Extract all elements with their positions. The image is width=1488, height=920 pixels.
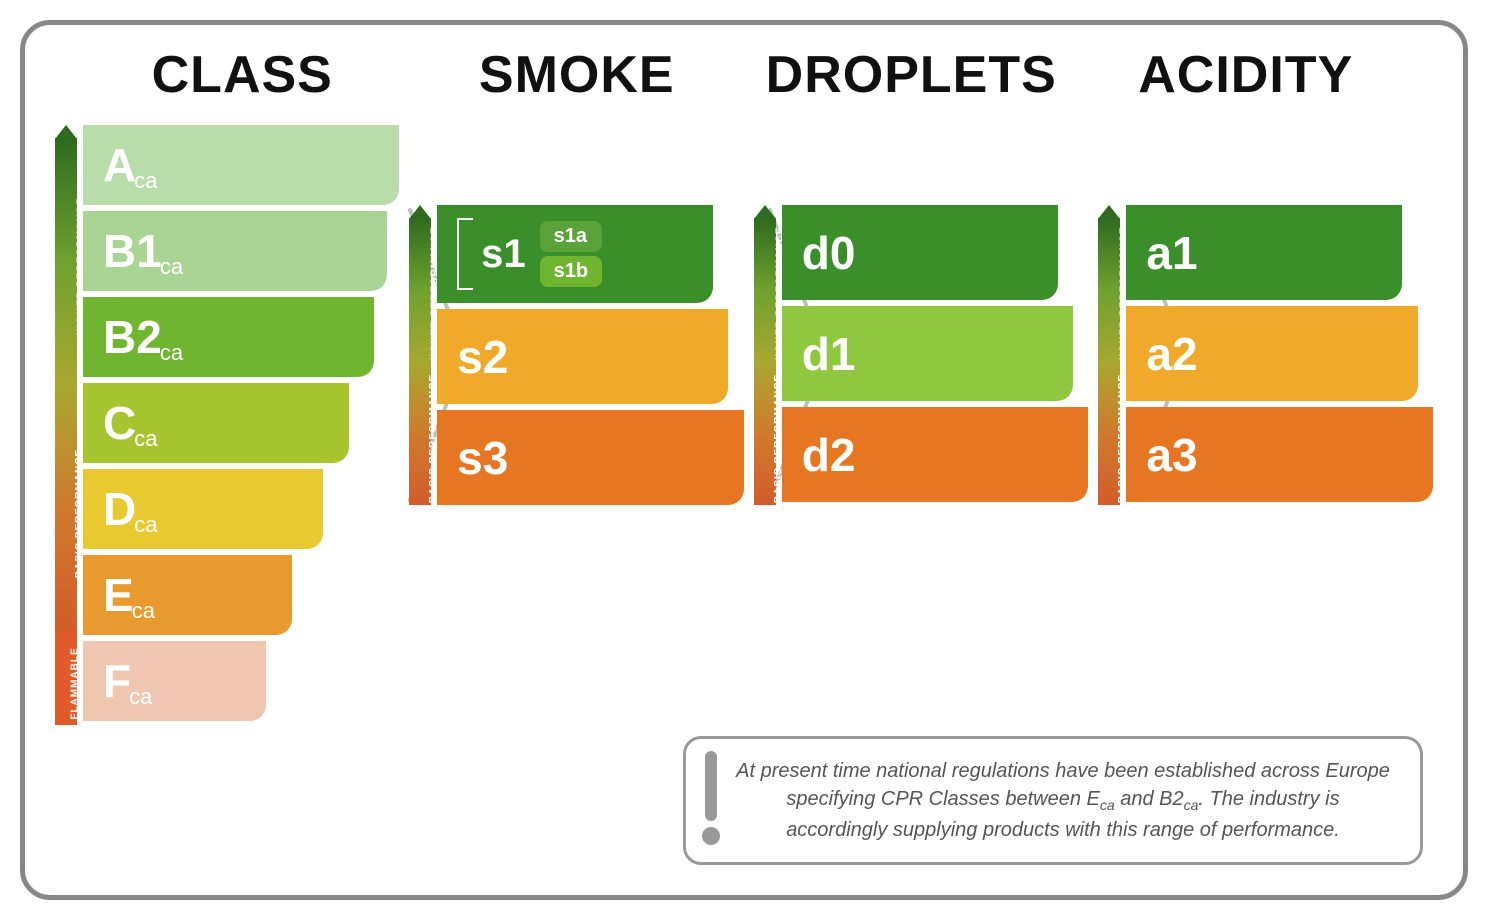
perf-segment: BASIC PERFORMANCE xyxy=(754,362,776,506)
class-bar-B2: B2ca xyxy=(83,297,374,377)
class-bar-F: Fca xyxy=(83,641,266,721)
class-bar-C: Cca xyxy=(83,383,349,463)
perf-segment: BASIC PERFORMANCE xyxy=(409,362,431,506)
perf-segment: BASIC PERFORMANCE xyxy=(1098,362,1120,506)
bar-subscript: ca xyxy=(134,512,157,538)
header-acidity: ACIDITY xyxy=(1079,45,1414,105)
smoke-column: HIGHER PERFORMANCEBASIC PERFORMANCE s1 s1… xyxy=(409,125,744,765)
droplets-column: HIGHER PERFORMANCEBASIC PERFORMANCE d0 d1… xyxy=(754,125,1089,765)
bar-label: F xyxy=(103,658,131,704)
bar-subscript: ca xyxy=(160,254,183,280)
perf-bar-droplets: HIGHER PERFORMANCEBASIC PERFORMANCE xyxy=(754,205,776,505)
container: CLASS SMOKE DROPLETS ACIDITY HIGHER PERF… xyxy=(0,0,1488,920)
columns: HIGHER PERFORMANCEBASIC PERFORMANCEFLAMM… xyxy=(55,125,1433,765)
note-sub1: ca xyxy=(1100,797,1115,813)
smoke-bar-s1: s1s1as1b xyxy=(437,205,713,303)
bar-label: s2 xyxy=(457,334,508,380)
sub-pill-s1a: s1a xyxy=(540,221,602,252)
perf-label: FLAMMABLE xyxy=(70,647,81,719)
perf-segment: HIGHER PERFORMANCE xyxy=(409,218,431,362)
class-bar-E: Eca xyxy=(83,555,292,635)
bar-label: E xyxy=(103,572,134,618)
bar-label: d0 xyxy=(802,230,856,276)
bar-subscript: ca xyxy=(129,684,152,710)
perf-bar-class: HIGHER PERFORMANCEBASIC PERFORMANCEFLAMM… xyxy=(55,125,77,725)
bar-label: s3 xyxy=(457,435,508,481)
note-mid: and B2 xyxy=(1115,788,1184,810)
sub-pills: s1as1b xyxy=(540,221,602,287)
acidity-column: HIGHER PERFORMANCEBASIC PERFORMANCE a1 a2… xyxy=(1098,125,1433,765)
smoke-bar-s3: s3 xyxy=(437,410,744,505)
bar-label: A xyxy=(103,142,136,188)
perf-arrow-icon xyxy=(409,205,431,219)
perf-segment: BASIC PERFORMANCE xyxy=(55,385,77,632)
bracket-icon xyxy=(457,218,473,290)
bar-label: d2 xyxy=(802,432,856,478)
class-column: HIGHER PERFORMANCEBASIC PERFORMANCEFLAMM… xyxy=(55,125,399,765)
exclamation-icon xyxy=(700,751,722,845)
class-bar-B1: B1ca xyxy=(83,211,387,291)
headers-row: CLASS SMOKE DROPLETS ACIDITY xyxy=(55,45,1433,125)
bars-smoke: s1s1as1bs2s3 xyxy=(437,205,744,765)
note-text: At present time national regulations hav… xyxy=(736,760,1390,841)
bars-class: AcaB1caB2caCcaDcaEcaFca xyxy=(83,125,399,765)
perf-arrow-icon xyxy=(55,125,77,139)
class-bar-D: Dca xyxy=(83,469,323,549)
smoke-bar-s2: s2 xyxy=(437,309,728,404)
perf-bar-smoke: HIGHER PERFORMANCEBASIC PERFORMANCE xyxy=(409,205,431,505)
perf-arrow-icon xyxy=(754,205,776,219)
perf-segment: HIGHER PERFORMANCE xyxy=(754,218,776,362)
bar-label: a3 xyxy=(1146,432,1197,478)
perf-bar-acidity: HIGHER PERFORMANCEBASIC PERFORMANCE xyxy=(1098,205,1120,505)
droplets-bar-d0: d0 xyxy=(782,205,1058,300)
bar-label: a2 xyxy=(1146,331,1197,377)
perf-arrow-icon xyxy=(1098,205,1120,219)
bars-droplets: d0 d1 d2 xyxy=(782,205,1089,765)
note-sub2: ca xyxy=(1184,797,1199,813)
header-smoke: SMOKE xyxy=(410,45,745,105)
class-bar-A: Aca xyxy=(83,125,399,205)
sub-pill-s1b: s1b xyxy=(540,256,602,287)
acidity-bar-a2: a2 xyxy=(1126,306,1417,401)
frame: CLASS SMOKE DROPLETS ACIDITY HIGHER PERF… xyxy=(20,20,1468,900)
bar-label: s1 xyxy=(481,232,526,277)
perf-segment: HIGHER PERFORMANCE xyxy=(1098,218,1120,362)
bar-subscript: ca xyxy=(134,168,157,194)
perf-segment: FLAMMABLE xyxy=(55,631,77,725)
bar-label: B2 xyxy=(103,314,162,360)
acidity-bar-a1: a1 xyxy=(1126,205,1402,300)
droplets-bar-d2: d2 xyxy=(782,407,1089,502)
bar-subscript: ca xyxy=(160,340,183,366)
bar-label: d1 xyxy=(802,331,856,377)
bar-label: D xyxy=(103,486,136,532)
droplets-bar-d1: d1 xyxy=(782,306,1073,401)
bars-acidity: a1 a2 a3 xyxy=(1126,205,1433,765)
note-box: At present time national regulations hav… xyxy=(683,736,1423,865)
bar-subscript: ca xyxy=(132,598,155,624)
header-droplets: DROPLETS xyxy=(744,45,1079,105)
bar-label: B1 xyxy=(103,228,162,274)
bar-label: a1 xyxy=(1146,230,1197,276)
header-class: CLASS xyxy=(75,45,410,105)
bar-label: C xyxy=(103,400,136,446)
perf-segment: HIGHER PERFORMANCE xyxy=(55,138,77,385)
acidity-bar-a3: a3 xyxy=(1126,407,1433,502)
bar-subscript: ca xyxy=(134,426,157,452)
